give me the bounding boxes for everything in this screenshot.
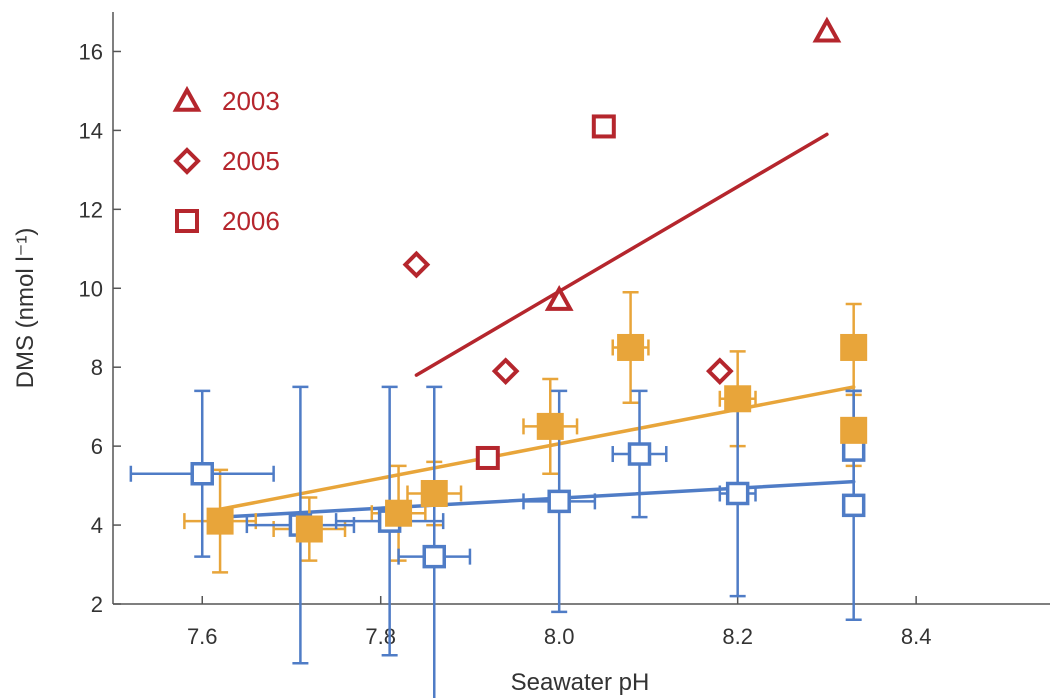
orange-filled-square-point [206, 507, 234, 535]
x-axis-title: Seawater pH [511, 669, 650, 696]
legend-label-2003: 2003 [222, 86, 280, 116]
red-diamond-point [402, 250, 431, 279]
x-tick-label: 8.4 [901, 624, 932, 649]
y-tick-label: 16 [79, 39, 103, 64]
blue-open-square-point [547, 489, 571, 514]
blue-open-square-point [190, 462, 214, 486]
legend-item-2005: 2005 [173, 146, 280, 176]
trendlines [218, 132, 856, 519]
orange-filled-square-point [536, 412, 564, 440]
x-tick-label: 7.6 [187, 624, 218, 649]
y-tick-label: 4 [91, 513, 103, 538]
red-diamond-point [491, 357, 520, 385]
orange-trendline [218, 385, 856, 512]
y-tick-label: 2 [91, 592, 103, 617]
legend-item-2006: 2006 [175, 206, 280, 236]
x-tick-label: 7.8 [365, 624, 396, 649]
red-diamond-point [705, 357, 734, 385]
y-tick-label: 6 [91, 434, 103, 459]
square-legend-marker [175, 209, 199, 233]
square-marker-icon [175, 209, 199, 233]
triangle-legend-marker [172, 85, 202, 112]
orange-filled-square-point [724, 385, 752, 413]
red-square-point [475, 445, 500, 470]
diamond-legend-marker [173, 147, 201, 175]
legend: 2003 2005 2006 [172, 85, 280, 236]
diamond-marker-icon [173, 147, 201, 175]
legend-label-2005: 2005 [222, 146, 280, 176]
blue-open-square-point [627, 442, 652, 466]
red-triangle-point [544, 284, 574, 311]
blue-open-square-point [841, 493, 866, 518]
red-square-point [591, 114, 616, 139]
orange-filled-square-point [295, 515, 323, 543]
y-axis-ticks: 2 4 6 8 10 12 14 16 [79, 39, 121, 617]
x-tick-label: 8.2 [722, 624, 753, 649]
blue-trendline [218, 479, 856, 519]
orange-filled-square-point [840, 333, 868, 361]
data-points [190, 16, 868, 569]
orange-filled-square-point [385, 499, 413, 527]
orange-filled-square-point [617, 333, 645, 361]
y-tick-label: 8 [91, 355, 103, 380]
y-axis-title: DMS (nmol l⁻¹) [12, 228, 39, 389]
orange-filled-square-point [420, 479, 448, 507]
legend-item-2003: 2003 [172, 85, 280, 116]
blue-open-square-point [725, 481, 750, 506]
legend-label-2006: 2006 [222, 206, 280, 236]
red-trendline [414, 132, 829, 377]
orange-filled-square-point [840, 416, 868, 444]
x-tick-label: 8.0 [544, 624, 575, 649]
blue-open-square-point [422, 544, 447, 569]
y-tick-label: 10 [79, 276, 103, 301]
y-tick-label: 14 [79, 118, 103, 143]
y-tick-label: 12 [79, 197, 103, 222]
red-triangle-point [812, 16, 842, 43]
plot-frame [112, 12, 1050, 605]
triangle-marker-icon [172, 85, 202, 112]
